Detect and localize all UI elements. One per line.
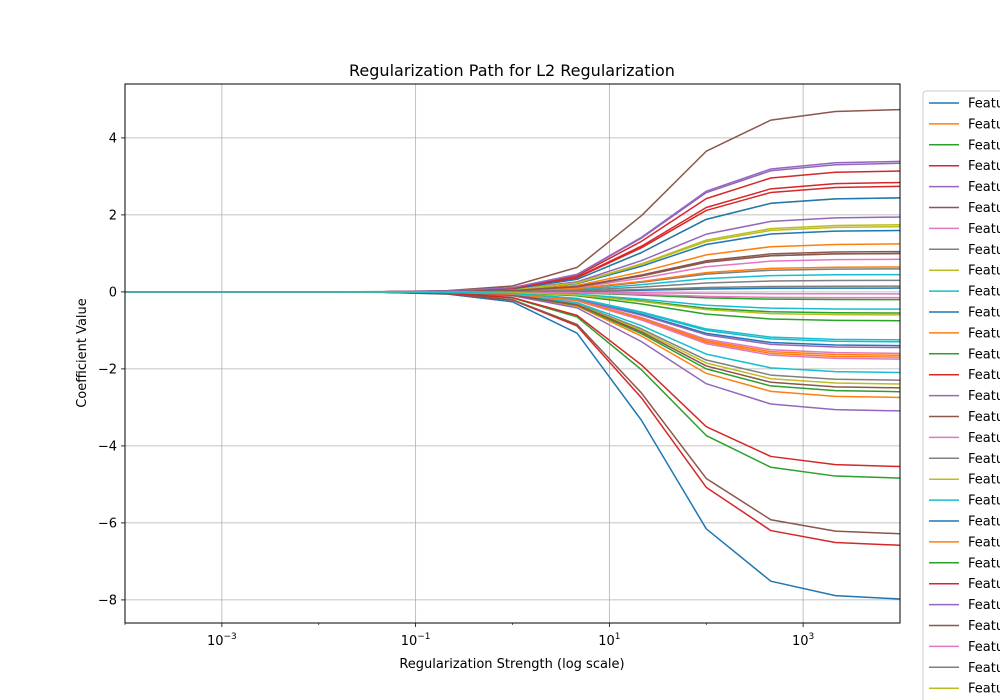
legend-label: Featu	[968, 347, 1000, 362]
x-tick-label: 10−3	[207, 632, 237, 649]
y-axis-label: Coefficient Value	[75, 298, 90, 408]
legend-frame	[922, 90, 1000, 700]
legend-label: Featu	[968, 117, 1000, 132]
chart-title: Regularization Path for L2 Regularizatio…	[349, 61, 675, 80]
legend-label: Featu	[968, 222, 1000, 237]
y-tick-label: 4	[109, 131, 117, 146]
legend-label: Featu	[968, 431, 1000, 446]
legend-label: Featu	[968, 97, 1000, 112]
legend-label: Featu	[968, 598, 1000, 613]
legend-label: Featu	[968, 368, 1000, 383]
legend-label: Featu	[968, 515, 1000, 530]
legend-label: Featu	[968, 389, 1000, 404]
y-tick-label: −6	[98, 516, 117, 531]
legend-label: Featu	[968, 473, 1000, 488]
series-line	[125, 291, 901, 341]
legend-label: Featu	[968, 138, 1000, 153]
legend-label: Featu	[968, 556, 1000, 571]
legend-label: Featu	[968, 410, 1000, 425]
legend-label: Featu	[968, 577, 1000, 592]
legend-label: Featu	[968, 661, 1000, 676]
legend-label: Featu	[968, 619, 1000, 634]
legend-label: Featu	[968, 640, 1000, 655]
y-tick-label: 2	[109, 208, 117, 223]
ticks: 10−3 10−1 101 103 4 2 0 −2 −4 −6 −8	[98, 131, 814, 649]
legend-label: Featu	[968, 285, 1000, 300]
y-tick-label: −4	[98, 439, 117, 454]
legend-label: Featu	[968, 243, 1000, 258]
legend-label: Featu	[968, 201, 1000, 216]
x-tick-label: 103	[792, 632, 814, 649]
legend-label: Featu	[968, 264, 1000, 279]
legend-label: Featu	[968, 535, 1000, 550]
y-tick-label: 0	[109, 285, 117, 300]
legend-items: Featu Featu Featu Featu Featu Featu Featu Featu…	[929, 97, 1000, 697]
legend-label: Featu	[968, 159, 1000, 174]
legend: Featu Featu Featu Featu Featu Featu Featu Featu…	[922, 90, 1000, 700]
x-tick-label: 101	[598, 632, 620, 649]
series-lines	[125, 108, 901, 600]
legend-label: Featu	[968, 326, 1000, 341]
y-tick-label: −2	[98, 362, 117, 377]
x-tick-label: 10−1	[401, 632, 431, 649]
x-axis-label: Regularization Strength (log scale)	[399, 657, 624, 672]
legend-label: Featu	[968, 494, 1000, 509]
legend-label: Featu	[968, 306, 1000, 321]
y-tick-label: −8	[98, 593, 117, 608]
legend-label: Featu	[968, 682, 1000, 697]
legend-label: Featu	[968, 180, 1000, 195]
legend-label: Featu	[968, 452, 1000, 467]
